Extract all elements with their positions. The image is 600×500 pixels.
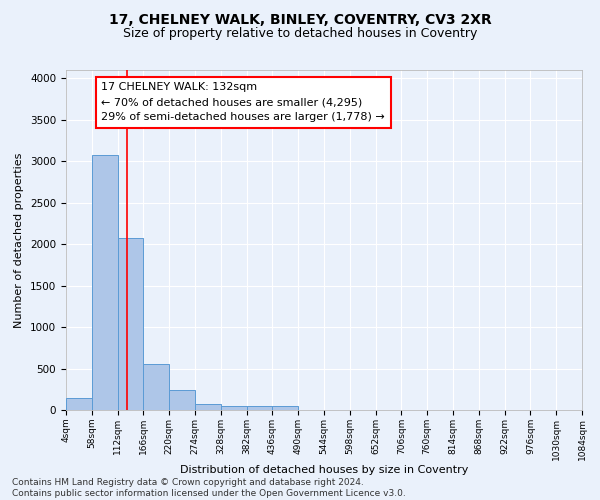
Bar [169, 390, 195, 410]
X-axis label: Distribution of detached houses by size in Coventry: Distribution of detached houses by size … [180, 466, 468, 475]
Bar [272, 406, 298, 410]
Bar [195, 404, 221, 410]
Bar [118, 238, 143, 410]
Bar [66, 398, 92, 410]
Text: Contains HM Land Registry data © Crown copyright and database right 2024.
Contai: Contains HM Land Registry data © Crown c… [12, 478, 406, 498]
Bar [92, 156, 118, 410]
Bar [143, 364, 169, 410]
Bar [247, 406, 272, 410]
Bar [221, 406, 247, 410]
Y-axis label: Number of detached properties: Number of detached properties [14, 152, 25, 328]
Text: Size of property relative to detached houses in Coventry: Size of property relative to detached ho… [123, 28, 477, 40]
Text: 17, CHELNEY WALK, BINLEY, COVENTRY, CV3 2XR: 17, CHELNEY WALK, BINLEY, COVENTRY, CV3 … [109, 12, 491, 26]
Text: 17 CHELNEY WALK: 132sqm
← 70% of detached houses are smaller (4,295)
29% of semi: 17 CHELNEY WALK: 132sqm ← 70% of detache… [101, 82, 385, 122]
